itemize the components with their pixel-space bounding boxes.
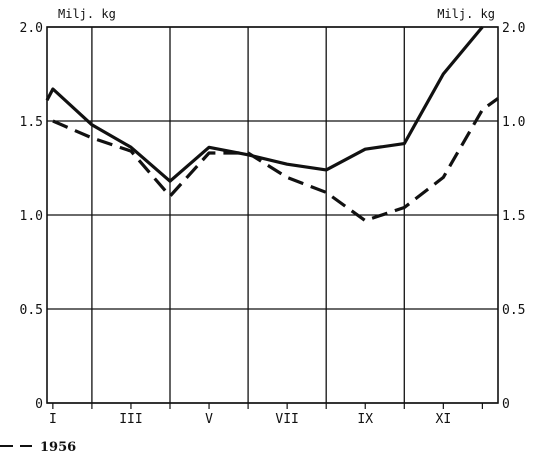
series-line-1956 [52, 97, 499, 223]
grid [46, 26, 499, 409]
x-tick-label: IX [357, 412, 373, 427]
y-tick-label-right: 0 [502, 397, 510, 412]
y-tick-label-right: 1.5 [502, 209, 525, 224]
series-line-solid [45, 25, 484, 183]
series-layer [45, 25, 499, 223]
y-tick-label-right: 2.0 [502, 21, 525, 36]
y-tick-label-right: 0.5 [502, 303, 525, 318]
x-tick-label: XI [436, 412, 452, 427]
legend: 1956 [0, 440, 76, 455]
x-tick-label: I [49, 412, 57, 427]
y-tick-label-right: 1.0 [502, 115, 525, 130]
axes: 0 00.5 0.51.0 1.51.5 1.02.0 2.0I III V VII IX XI [20, 21, 526, 427]
x-tick-label: III [119, 412, 142, 427]
legend-label-1956: 1956 [40, 440, 76, 455]
x-tick-label: V [205, 412, 213, 427]
y-tick-label-left: 1.5 [20, 115, 43, 130]
x-tick-label: VII [275, 412, 298, 427]
unit-label-right: Milj. kg [437, 7, 495, 21]
y-tick-label-left: 1.0 [20, 209, 43, 224]
unit-label-left: Milj. kg [58, 7, 116, 21]
y-tick-label-left: 0 [35, 397, 43, 412]
y-tick-label-left: 0.5 [20, 303, 43, 318]
y-tick-label-left: 2.0 [20, 21, 43, 36]
